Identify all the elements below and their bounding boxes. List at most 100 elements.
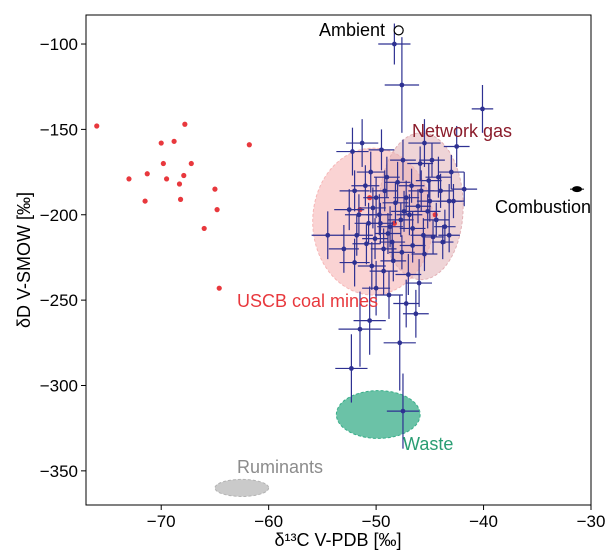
x-tick-label-4: −30 xyxy=(577,512,606,531)
coal-point-12 xyxy=(188,160,194,167)
measurement-dot-71 xyxy=(440,239,446,245)
measurement-dot-69 xyxy=(427,198,433,204)
measurement-70 xyxy=(425,156,452,198)
region-waste xyxy=(335,390,421,439)
measurement-dot-14 xyxy=(368,169,374,175)
measurement-dot-59 xyxy=(403,301,409,306)
measurement-dot-9 xyxy=(350,149,355,154)
coal-point-9 xyxy=(177,196,184,202)
y-tick-label-5: −350 xyxy=(40,462,78,481)
measurement-dot-1 xyxy=(399,82,405,88)
single-markers xyxy=(393,25,585,193)
measurement-dot-66 xyxy=(378,220,383,226)
measurement-dot-48 xyxy=(422,251,427,257)
measurement-dot-50 xyxy=(341,246,347,252)
measurement-59 xyxy=(393,279,420,328)
x-axis-label: δ¹³C V-PDB [‰] xyxy=(274,530,401,550)
measurement-4 xyxy=(471,85,494,133)
label-combustion: Combustion xyxy=(495,197,591,217)
measurement-3 xyxy=(443,125,470,167)
measurement-46 xyxy=(389,235,415,270)
plot-frame xyxy=(85,14,592,506)
measurement-68 xyxy=(396,194,423,236)
measurement-13 xyxy=(419,143,445,178)
measurement-21 xyxy=(351,165,380,207)
coal-point-11 xyxy=(181,172,187,179)
measurement-22 xyxy=(339,170,370,212)
coal-point-2 xyxy=(144,171,150,177)
measurement-dot-27 xyxy=(415,203,421,209)
y-tick-label-0: −100 xyxy=(40,35,78,54)
measurement-42 xyxy=(352,223,381,265)
measurement-dot-26 xyxy=(403,195,409,201)
y-axis-label: δD V-SMOW [‰] xyxy=(14,192,34,328)
measurement-51 xyxy=(339,238,370,287)
measurement-dot-72 xyxy=(401,208,407,214)
measurement-dot-36 xyxy=(398,217,404,223)
measurement-71 xyxy=(431,225,454,260)
coal-point-21 xyxy=(432,212,438,218)
measurement-dot-5 xyxy=(461,186,467,192)
measurement-dot-10 xyxy=(379,147,384,153)
measurement-dot-65 xyxy=(400,408,406,414)
coal-point-0 xyxy=(94,123,100,129)
measurement-dot-34 xyxy=(376,212,382,218)
measurement-points xyxy=(311,23,494,449)
measurement-54 xyxy=(380,240,407,282)
ambient-marker xyxy=(393,25,404,36)
measurement-dot-63 xyxy=(397,340,403,346)
measurement-dot-32 xyxy=(356,212,362,218)
measurement-10 xyxy=(368,129,395,171)
measurement-dot-62 xyxy=(367,318,373,324)
measurement-dot-67 xyxy=(385,231,391,236)
measurement-dot-73 xyxy=(418,188,424,194)
measurement-24 xyxy=(371,170,398,212)
measurement-30 xyxy=(434,209,456,244)
coal-point-14 xyxy=(212,186,218,192)
measurement-57 xyxy=(362,260,391,316)
measurement-dot-16 xyxy=(395,179,400,185)
measurement-dot-51 xyxy=(352,260,358,265)
coal-point-8 xyxy=(176,181,183,187)
measurement-49 xyxy=(311,211,344,260)
measurement-63 xyxy=(383,295,416,391)
measurement-25 xyxy=(382,182,409,224)
measurement-dot-23 xyxy=(373,195,379,201)
label-waste: Waste xyxy=(403,434,453,454)
measurement-dot-70 xyxy=(436,174,441,180)
coal-point-6 xyxy=(163,176,170,182)
measurement-dot-58 xyxy=(386,292,392,298)
coal-point-13 xyxy=(201,225,207,232)
coal-point-3 xyxy=(142,198,148,204)
x-tick-label-3: −40 xyxy=(469,512,498,531)
measurement-dot-13 xyxy=(429,157,435,163)
measurement-60 xyxy=(402,289,429,338)
label-ambient: Ambient xyxy=(319,20,385,40)
measurement-50 xyxy=(328,225,359,273)
measurement-dot-43 xyxy=(372,236,378,242)
measurement-40 xyxy=(438,218,460,253)
measurement-dot-53 xyxy=(381,268,387,274)
measurement-48 xyxy=(411,236,438,272)
measurement-66 xyxy=(367,202,394,244)
coal-point-17 xyxy=(246,142,252,148)
x-tick-label-0: −70 xyxy=(147,512,176,531)
measurement-9 xyxy=(336,127,369,176)
measurement-dot-19 xyxy=(438,188,443,194)
measurement-dot-11 xyxy=(400,157,406,163)
x-axis-ticks: −70 −60 −50 −40 −30 xyxy=(147,505,606,531)
measurement-dot-31 xyxy=(346,207,352,213)
measurement-dot-64 xyxy=(348,366,354,371)
measurement-62 xyxy=(353,286,386,355)
measurement-52 xyxy=(357,242,386,290)
coal-point-15 xyxy=(214,207,220,213)
measurement-67 xyxy=(375,213,401,255)
measurement-2 xyxy=(408,119,441,167)
measurement-dot-74 xyxy=(370,205,376,211)
measurement-58 xyxy=(375,271,403,319)
coal-point-10 xyxy=(182,121,188,127)
measurement-dot-4 xyxy=(480,106,485,112)
x-tick-label-2: −50 xyxy=(362,512,391,531)
x-tick-label-1: −60 xyxy=(254,512,283,531)
measurement-65 xyxy=(386,373,420,449)
